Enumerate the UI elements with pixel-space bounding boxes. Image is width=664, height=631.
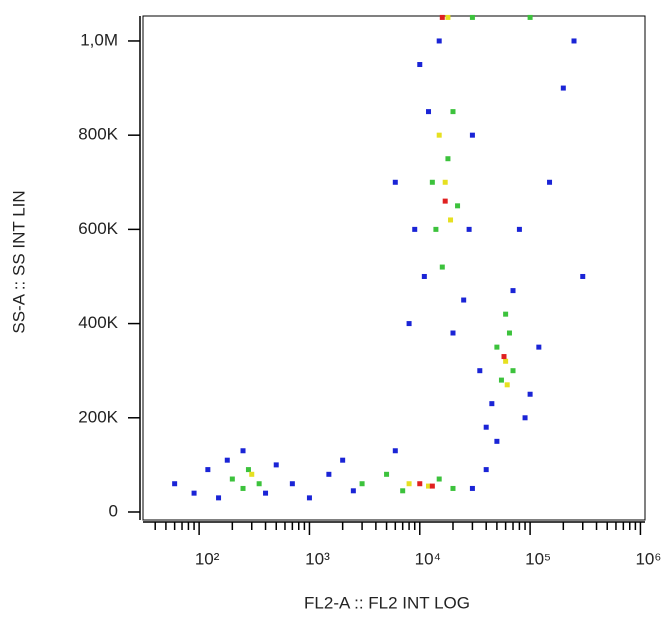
point [406, 321, 412, 327]
point [256, 481, 262, 487]
point [392, 179, 398, 185]
point [263, 490, 269, 496]
point [498, 377, 504, 383]
point [469, 485, 475, 491]
point [483, 424, 489, 430]
point [522, 415, 528, 421]
point [436, 38, 442, 44]
point [510, 288, 516, 294]
point [224, 457, 230, 463]
y-tick-label: 400K [78, 313, 118, 332]
point [442, 198, 448, 204]
point [489, 401, 495, 407]
y-axis-label: SS-A :: SS INT LIN [9, 190, 28, 333]
point [359, 481, 365, 487]
point [417, 481, 423, 487]
point [450, 109, 456, 115]
point [571, 38, 577, 44]
point [273, 462, 279, 468]
x-tick-label: 10² [195, 549, 220, 568]
point [429, 179, 435, 185]
point [527, 14, 533, 20]
point [392, 448, 398, 454]
point [469, 132, 475, 138]
point [560, 85, 566, 91]
point [245, 467, 251, 473]
point [442, 179, 448, 185]
point [429, 483, 435, 489]
point [216, 495, 222, 501]
point [494, 344, 500, 350]
point [436, 132, 442, 138]
point [249, 471, 255, 477]
point [426, 483, 432, 489]
point [421, 273, 427, 279]
point [506, 330, 512, 336]
point [439, 14, 445, 20]
point [439, 264, 445, 270]
point [455, 203, 461, 209]
point [426, 109, 432, 115]
x-axis-label: FL2-A :: FL2 INT LOG [304, 593, 470, 612]
point [306, 495, 312, 501]
y-tick-label: 600K [78, 219, 118, 238]
point [504, 382, 510, 388]
point [436, 476, 442, 482]
point [340, 457, 346, 463]
point [516, 226, 522, 232]
point [172, 481, 178, 487]
x-tick-label: 10⁶ [635, 549, 661, 568]
point [384, 471, 390, 477]
point [417, 62, 423, 68]
x-tick-label: 10³ [305, 549, 330, 568]
point [191, 490, 197, 496]
point [326, 471, 332, 477]
point [406, 481, 412, 487]
point [400, 488, 406, 494]
point [503, 358, 509, 364]
point [205, 467, 211, 473]
point [445, 156, 451, 162]
y-tick-label: 1,0M [80, 30, 118, 49]
y-tick-label: 800K [78, 125, 118, 144]
point [501, 354, 507, 360]
point [289, 481, 295, 487]
x-tick-label: 10⁵ [525, 549, 551, 568]
point [240, 485, 246, 491]
point [466, 226, 472, 232]
point [477, 368, 483, 374]
y-tick-label: 200K [78, 407, 118, 426]
point [240, 448, 246, 454]
point [536, 344, 542, 350]
point [461, 297, 467, 303]
x-tick-label: 10⁴ [415, 549, 441, 568]
point [527, 391, 533, 397]
point [494, 438, 500, 444]
point [483, 467, 489, 473]
plot-frame [142, 15, 646, 521]
point [229, 476, 235, 482]
point [510, 368, 516, 374]
point [469, 14, 475, 20]
point [580, 273, 586, 279]
y-tick-label: 0 [109, 501, 118, 520]
point [450, 330, 456, 336]
point [503, 311, 509, 317]
point [448, 217, 454, 223]
point [433, 226, 439, 232]
point [450, 485, 456, 491]
point [445, 14, 451, 20]
point [412, 226, 418, 232]
point [547, 179, 553, 185]
point [350, 488, 356, 494]
